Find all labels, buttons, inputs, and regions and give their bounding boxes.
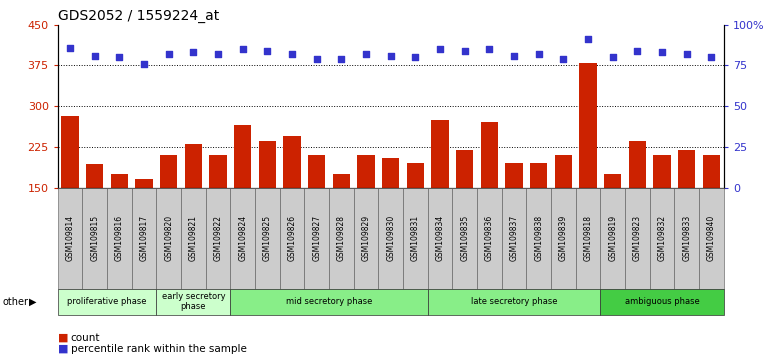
Text: ambiguous phase: ambiguous phase: [624, 297, 699, 306]
Text: GSM109839: GSM109839: [559, 215, 568, 261]
Text: GSM109825: GSM109825: [263, 215, 272, 261]
Point: [162, 51, 175, 57]
Text: GSM109820: GSM109820: [164, 215, 173, 261]
Bar: [604, 174, 621, 269]
Text: ■: ■: [58, 333, 69, 343]
Point: [607, 55, 619, 60]
Point: [113, 55, 126, 60]
Bar: [185, 144, 202, 269]
Text: ▶: ▶: [29, 297, 37, 307]
Text: early secretory
phase: early secretory phase: [162, 292, 226, 312]
Point: [533, 51, 545, 57]
Text: GSM109816: GSM109816: [115, 215, 124, 261]
Point: [557, 56, 570, 62]
Text: GSM109822: GSM109822: [213, 215, 223, 261]
Text: count: count: [71, 333, 100, 343]
Text: late secretory phase: late secretory phase: [471, 297, 557, 306]
Text: GSM109817: GSM109817: [139, 215, 149, 261]
Bar: [308, 155, 326, 269]
Text: GSM109837: GSM109837: [510, 215, 519, 261]
Text: GSM109824: GSM109824: [238, 215, 247, 261]
Text: GSM109819: GSM109819: [608, 215, 618, 261]
Point: [187, 50, 199, 55]
Text: percentile rank within the sample: percentile rank within the sample: [71, 344, 246, 354]
Text: GSM109826: GSM109826: [288, 215, 296, 261]
Bar: [531, 163, 547, 269]
Text: ■: ■: [58, 344, 69, 354]
Text: GSM109821: GSM109821: [189, 215, 198, 261]
Text: GSM109815: GSM109815: [90, 215, 99, 261]
Point: [582, 36, 594, 42]
Point: [89, 53, 101, 58]
Bar: [283, 136, 301, 269]
Point: [656, 50, 668, 55]
Point: [508, 53, 521, 58]
Text: other: other: [2, 297, 28, 307]
Bar: [62, 116, 79, 269]
Point: [310, 56, 323, 62]
Text: GSM109818: GSM109818: [584, 215, 593, 261]
Text: GSM109831: GSM109831: [411, 215, 420, 261]
Bar: [480, 122, 498, 269]
Text: GSM109828: GSM109828: [337, 215, 346, 261]
Point: [236, 46, 249, 52]
Bar: [678, 150, 695, 269]
Text: GSM109823: GSM109823: [633, 215, 642, 261]
Point: [64, 45, 76, 50]
Point: [705, 55, 718, 60]
Bar: [234, 125, 251, 269]
Point: [360, 51, 372, 57]
Bar: [456, 150, 474, 269]
Bar: [505, 163, 523, 269]
Bar: [86, 164, 103, 269]
Point: [410, 55, 422, 60]
Text: GSM109830: GSM109830: [387, 215, 395, 261]
Text: GSM109814: GSM109814: [65, 215, 75, 261]
Bar: [111, 174, 128, 269]
Bar: [555, 155, 572, 269]
Point: [335, 56, 347, 62]
Text: GSM109835: GSM109835: [460, 215, 469, 261]
Bar: [357, 155, 375, 269]
Point: [384, 53, 397, 58]
Bar: [580, 63, 597, 269]
Text: GSM109834: GSM109834: [436, 215, 444, 261]
Bar: [333, 174, 350, 269]
Text: GSM109836: GSM109836: [485, 215, 494, 261]
Point: [459, 48, 471, 54]
Point: [212, 51, 224, 57]
Text: GSM109838: GSM109838: [534, 215, 544, 261]
Text: mid secretory phase: mid secretory phase: [286, 297, 372, 306]
Text: GSM109833: GSM109833: [682, 215, 691, 261]
Point: [434, 46, 447, 52]
Point: [631, 48, 644, 54]
Bar: [703, 155, 720, 269]
Text: GDS2052 / 1559224_at: GDS2052 / 1559224_at: [58, 9, 219, 23]
Point: [681, 51, 693, 57]
Point: [286, 51, 298, 57]
Bar: [654, 155, 671, 269]
Bar: [160, 155, 177, 269]
Text: GSM109840: GSM109840: [707, 215, 716, 261]
Text: GSM109827: GSM109827: [313, 215, 321, 261]
Bar: [136, 179, 152, 269]
Point: [138, 61, 150, 67]
Text: GSM109829: GSM109829: [362, 215, 370, 261]
Text: proliferative phase: proliferative phase: [67, 297, 147, 306]
Bar: [209, 155, 226, 269]
Bar: [629, 142, 646, 269]
Point: [261, 48, 273, 54]
Bar: [431, 120, 449, 269]
Bar: [382, 158, 400, 269]
Bar: [407, 163, 424, 269]
Text: GSM109832: GSM109832: [658, 215, 667, 261]
Point: [484, 46, 496, 52]
Bar: [259, 142, 276, 269]
